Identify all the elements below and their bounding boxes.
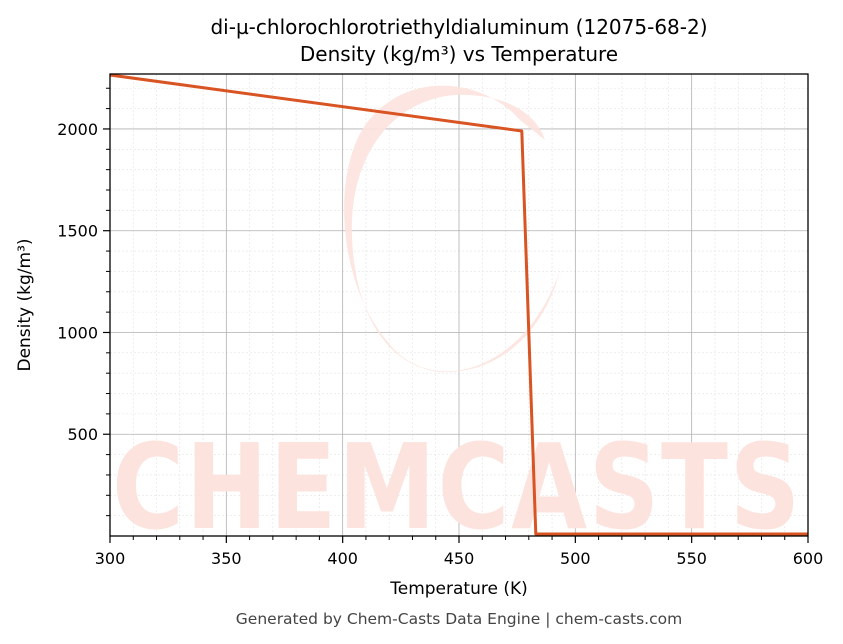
x-tick-label: 450 [444, 549, 475, 568]
chart-title-line2: Density (kg/m³) vs Temperature [300, 42, 618, 66]
chart-title-line1: di-µ-chlorochlorotriethyldialuminum (120… [210, 15, 707, 39]
y-tick-label: 1500 [57, 222, 98, 241]
x-axis-label: Temperature (K) [389, 579, 528, 599]
x-tick-label: 300 [95, 549, 126, 568]
x-tick-label: 400 [327, 549, 358, 568]
y-tick-label: 500 [67, 425, 98, 444]
y-tick-label: 1000 [57, 323, 98, 342]
y-axis-ticks: 500 1000 1500 2000 [57, 87, 110, 517]
y-tick-label: 2000 [57, 120, 98, 139]
x-tick-label: 550 [676, 549, 707, 568]
major-gridlines [110, 74, 808, 536]
footer-credit: Generated by Chem-Casts Data Engine | ch… [236, 610, 682, 628]
series-layer [109, 73, 808, 536]
density-series-line [109, 73, 808, 536]
x-axis-ticks: 300 350 400 450 500 550 600 [95, 536, 824, 568]
y-axis-label: Density (kg/m³) [15, 238, 35, 371]
x-tick-label: 500 [560, 549, 591, 568]
x-tick-label: 600 [793, 549, 824, 568]
x-tick-label: 350 [211, 549, 242, 568]
